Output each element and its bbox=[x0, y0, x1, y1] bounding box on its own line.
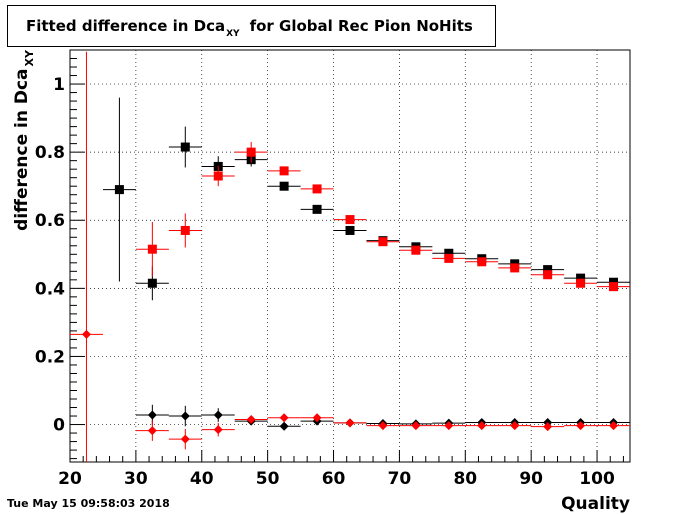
y-tick-label: 0.6 bbox=[35, 211, 65, 231]
x-tick-label: 80 bbox=[453, 469, 477, 489]
data-point-diamond bbox=[543, 422, 553, 432]
series-1 bbox=[102, 97, 630, 301]
data-point-square bbox=[510, 263, 520, 273]
series-4 bbox=[70, 51, 630, 462]
data-point-square bbox=[147, 278, 157, 288]
chart-title: Fitted difference in DcaXY for Global Rec… bbox=[26, 17, 473, 39]
data-point-square bbox=[213, 171, 223, 181]
data-point-diamond bbox=[279, 421, 289, 431]
axes: 20 30 40 50 60 70 80 90 100 0 0.2 0.4 0.6 0.8 1 bbox=[35, 49, 624, 489]
data-point-diamond bbox=[147, 426, 157, 436]
plot-frame bbox=[69, 49, 631, 463]
data-point-square bbox=[576, 278, 586, 288]
y-tick-label: 1 bbox=[53, 75, 65, 95]
data-point-diamond bbox=[345, 418, 355, 428]
data-point-diamond bbox=[213, 425, 223, 435]
data-point-square bbox=[345, 225, 355, 235]
x-axis-label: Quality bbox=[561, 494, 630, 514]
data-point-square bbox=[609, 282, 619, 292]
x-tick-label: 70 bbox=[388, 469, 412, 489]
title-subscript: XY bbox=[226, 29, 240, 39]
y-tick-label: 0.4 bbox=[35, 279, 65, 299]
data-point-square bbox=[345, 215, 355, 225]
data-point-diamond bbox=[180, 434, 190, 444]
data-point-square bbox=[312, 204, 322, 214]
data-point-square bbox=[147, 244, 157, 254]
data-point-square bbox=[180, 142, 190, 152]
title-prefix: Fitted difference in Dca bbox=[26, 17, 226, 35]
data-point-diamond bbox=[213, 410, 223, 420]
data-point-square bbox=[444, 248, 454, 258]
data-point-diamond bbox=[246, 414, 256, 424]
data-point-square bbox=[114, 185, 124, 195]
data-point-diamond bbox=[510, 421, 520, 431]
y-tick-label: 0.8 bbox=[35, 143, 65, 163]
y-tick-label: 0.2 bbox=[35, 347, 65, 367]
data-point-square bbox=[477, 257, 487, 267]
data-point-square bbox=[279, 166, 289, 176]
data-point-diamond bbox=[378, 421, 388, 431]
data-point-square bbox=[444, 253, 454, 263]
data-point-diamond bbox=[477, 421, 487, 431]
data-point-square bbox=[312, 184, 322, 194]
data-point-diamond bbox=[279, 413, 289, 423]
title-box: Fitted difference in DcaXY for Global Rec… bbox=[7, 5, 496, 47]
timestamp: Tue May 15 09:58:03 2018 bbox=[7, 497, 170, 510]
x-tick-label: 60 bbox=[322, 469, 346, 489]
y-axis-label: difference in Dca XY bbox=[12, 49, 36, 231]
data-point-diamond bbox=[147, 410, 157, 420]
data-point-square bbox=[543, 265, 553, 275]
data-point-diamond bbox=[444, 421, 454, 431]
data-point-square bbox=[411, 245, 421, 255]
data-point-square bbox=[576, 273, 586, 283]
x-tick-label: 30 bbox=[124, 469, 148, 489]
data-point-diamond bbox=[180, 411, 190, 421]
data-marks bbox=[70, 51, 630, 462]
data-point-square bbox=[180, 225, 190, 235]
grid bbox=[70, 50, 630, 462]
data-point-diamond bbox=[81, 329, 91, 339]
data-point-diamond bbox=[411, 421, 421, 431]
data-point-diamond bbox=[576, 421, 586, 431]
x-tick-label: 90 bbox=[519, 469, 543, 489]
title-suffix: for Global Rec Pion NoHits bbox=[249, 17, 473, 35]
y-tick-label: 0 bbox=[53, 416, 65, 436]
data-point-square bbox=[279, 181, 289, 191]
y-axis-label-subscript: XY bbox=[23, 49, 36, 66]
data-point-diamond bbox=[609, 421, 619, 431]
x-tick-label: 40 bbox=[190, 469, 214, 489]
data-point-diamond bbox=[312, 413, 322, 423]
data-point-square bbox=[543, 270, 553, 280]
y-axis-label-main: difference in Dca bbox=[12, 68, 32, 230]
x-tick-label: 20 bbox=[58, 469, 82, 489]
x-tick-label: 100 bbox=[579, 469, 615, 489]
data-point-square bbox=[246, 147, 256, 157]
data-point-square bbox=[378, 237, 388, 247]
x-tick-label: 50 bbox=[256, 469, 280, 489]
series-2 bbox=[135, 141, 630, 292]
